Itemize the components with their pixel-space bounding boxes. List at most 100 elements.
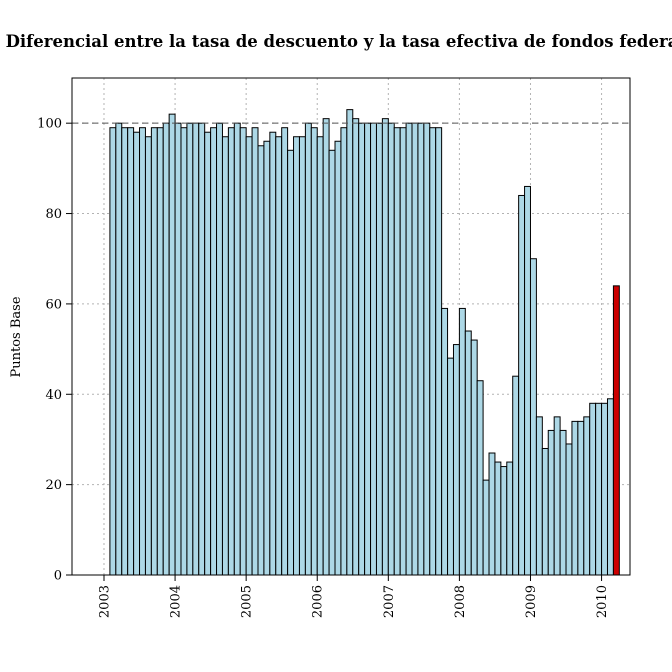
bar	[399, 127, 407, 576]
bar	[127, 127, 135, 576]
bar	[298, 136, 306, 576]
bar	[180, 127, 188, 576]
bar	[233, 122, 241, 576]
bar	[447, 357, 454, 576]
bar	[204, 131, 212, 576]
x-tick-label: 2008	[453, 585, 468, 618]
bar	[541, 447, 549, 576]
bar	[162, 122, 170, 576]
bar	[565, 443, 573, 576]
bar	[571, 420, 579, 576]
bar	[293, 136, 300, 576]
bar	[168, 113, 176, 576]
bar	[452, 344, 460, 576]
bar	[500, 466, 508, 576]
bar	[221, 136, 229, 576]
bar	[518, 194, 526, 576]
bar	[429, 127, 437, 576]
bars	[109, 109, 620, 576]
y-tick-label: 80	[45, 207, 62, 222]
bar	[482, 479, 490, 576]
bar	[423, 122, 431, 576]
bar	[186, 122, 194, 576]
bar	[535, 416, 543, 576]
x-tick-label: 2007	[382, 585, 397, 618]
bar	[529, 258, 537, 576]
x-tick-label: 2003	[97, 585, 112, 618]
bar	[458, 307, 466, 576]
bar	[387, 122, 395, 576]
bar	[328, 149, 336, 576]
bar	[239, 127, 247, 576]
bar	[322, 118, 330, 576]
bar	[287, 149, 295, 576]
bar	[464, 330, 472, 576]
bar	[275, 136, 283, 576]
bar	[257, 145, 265, 576]
bar	[411, 122, 419, 576]
y-tick-label: 100	[37, 117, 62, 132]
bar	[334, 140, 342, 576]
bar	[198, 122, 206, 576]
bar	[381, 118, 389, 576]
bar	[364, 122, 372, 576]
y-tick-label: 20	[45, 478, 62, 493]
bar	[553, 416, 561, 576]
bar	[150, 127, 158, 576]
bar	[595, 402, 603, 576]
bar	[210, 127, 218, 576]
bar	[417, 122, 425, 576]
bar	[346, 109, 354, 576]
y-axis-label: Puntos Base	[9, 296, 24, 377]
bar	[245, 136, 253, 576]
bar	[227, 127, 235, 576]
chart-title: Diferencial entre la tasa de descuento y…	[6, 32, 672, 51]
bar	[393, 127, 401, 576]
bar	[174, 122, 182, 576]
bar	[263, 140, 271, 576]
y-tick-label: 60	[45, 297, 62, 312]
bar	[139, 127, 146, 576]
bar	[358, 122, 366, 576]
x-tick-label: 2010	[595, 585, 610, 618]
bar	[488, 452, 496, 576]
bar	[601, 402, 608, 576]
plot-border	[71, 77, 631, 576]
bar	[192, 122, 200, 576]
bar	[583, 416, 591, 576]
bar	[109, 127, 117, 576]
x-tick-label: 2009	[524, 585, 539, 618]
bar	[476, 380, 484, 576]
bar	[340, 127, 348, 576]
bar	[435, 127, 443, 576]
y-tick-label: 0	[54, 569, 62, 584]
bar	[547, 429, 555, 576]
x-tick-label: 2005	[240, 585, 255, 618]
bar	[304, 122, 312, 576]
bar	[144, 136, 152, 576]
bar	[370, 122, 377, 576]
bar-highlight	[612, 285, 620, 576]
x-tick-label: 2004	[169, 585, 184, 618]
bar	[281, 127, 289, 576]
bar	[589, 402, 597, 576]
bar	[310, 127, 318, 576]
x-axis: 2003 2004 2005 2006 2007 2008 2009 2010	[97, 575, 610, 618]
bar	[494, 461, 502, 576]
bar	[524, 185, 531, 576]
bar	[251, 127, 259, 576]
bar	[512, 375, 520, 576]
bar	[352, 118, 360, 576]
y-axis: 0 20 40 60 80 100	[37, 117, 72, 584]
bar	[216, 122, 223, 576]
bar	[559, 429, 567, 576]
bar	[121, 127, 129, 576]
bar	[441, 307, 449, 576]
bar	[470, 339, 478, 576]
bar	[606, 398, 614, 576]
bar	[375, 122, 383, 576]
bar	[316, 136, 324, 576]
y-tick-label: 40	[45, 388, 62, 403]
bar	[577, 420, 585, 576]
